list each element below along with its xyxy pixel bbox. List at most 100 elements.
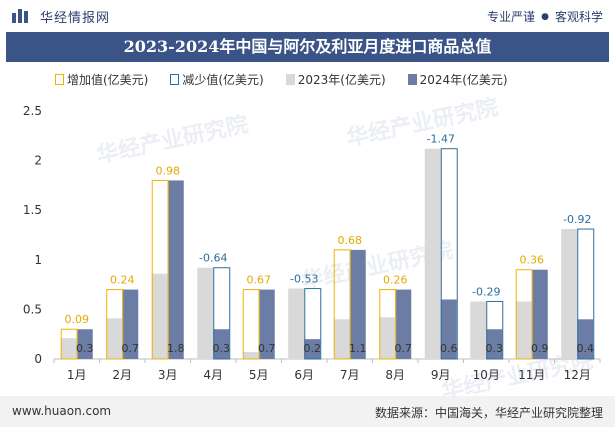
legend-swatch-2024: [407, 74, 417, 85]
decrease-outline: [486, 300, 504, 360]
legend-label-decrease: 减少值(亿美元): [182, 73, 264, 87]
x-tick-label: 9月: [431, 368, 451, 382]
legend-item-2024: 2024年(亿美元): [407, 71, 508, 88]
footer-url[interactable]: www.huaon.com: [12, 404, 112, 418]
bar-2024: [213, 329, 230, 359]
legend: 增加值(亿美元) 减少值(亿美元) 2023年(亿美元) 2024年(亿美元): [55, 71, 530, 88]
legend-label-2024: 2024年(亿美元): [419, 73, 508, 87]
x-tick-label: 10月: [473, 368, 500, 382]
y-tick-label: 1.5: [23, 203, 42, 217]
x-tick-label: 12月: [564, 368, 591, 382]
change-label: 0.68: [338, 234, 363, 247]
decrease-outline: [440, 148, 458, 360]
legend-label-increase: 增加值(亿美元): [67, 73, 149, 87]
brand: 华经情报网: [12, 7, 111, 26]
decrease-outline: [304, 288, 322, 360]
bar-2024: [258, 289, 275, 359]
bar-2023: [288, 288, 305, 359]
bar-2023: [561, 229, 578, 359]
increase-outline: [333, 249, 351, 360]
data-label-2024: 0.6: [440, 342, 458, 355]
y-tick-label: 2: [34, 154, 42, 168]
bar-2024: [577, 319, 594, 359]
y-tick-label: 2.5: [23, 104, 42, 118]
bar-2023: [424, 148, 441, 359]
legend-swatch-decrease: [170, 74, 180, 85]
y-tick-label: 0.5: [23, 302, 42, 316]
bar-2024: [167, 180, 184, 359]
legend-label-2023: 2023年(亿美元): [297, 73, 386, 87]
bar-2023: [470, 301, 487, 359]
data-label-2024: 1.8: [167, 342, 185, 355]
bar-2023: [515, 301, 532, 359]
legend-item-increase: 增加值(亿美元): [55, 71, 148, 88]
brand-logo-icon: [12, 9, 28, 23]
increase-outline: [106, 289, 124, 360]
legend-swatch-2023: [285, 74, 295, 85]
bar-2023: [333, 319, 350, 359]
change-label: -0.29: [472, 285, 500, 298]
data-label-2024: 1.1: [349, 342, 367, 355]
change-label: -1.47: [427, 133, 455, 146]
data-label-2024: 0.2: [304, 342, 322, 355]
bar-2024: [440, 299, 457, 359]
data-label-2024: 0.3: [486, 342, 504, 355]
chart-title: 2023-2024年中国与阿尔及利亚月度进口商品总值: [6, 32, 609, 62]
data-label-2024: 0.3: [213, 342, 231, 355]
bar-2024: [76, 329, 93, 359]
change-label: 0.67: [247, 274, 272, 287]
data-label-2024: 0.7: [258, 342, 276, 355]
data-label-2024: 0.7: [395, 342, 413, 355]
change-label: -0.53: [290, 273, 318, 286]
x-tick-label: 6月: [294, 368, 314, 382]
data-label-2024: 0.9: [531, 342, 549, 355]
bar-2024: [531, 269, 548, 359]
x-tick-label: 8月: [385, 368, 405, 382]
bar-2024: [395, 289, 412, 359]
data-label-2024: 0.3: [76, 342, 94, 355]
change-label: -0.64: [199, 252, 227, 265]
x-tick-label: 2月: [112, 368, 132, 382]
data-label-2024: 0.4: [577, 342, 595, 355]
bar-2023: [60, 338, 77, 359]
bar-2024: [486, 329, 503, 359]
increase-outline: [242, 289, 260, 360]
x-tick-label: 3月: [158, 368, 178, 382]
bar-2024: [349, 249, 366, 359]
x-tick-label: 4月: [203, 368, 223, 382]
decrease-outline: [577, 228, 595, 360]
change-label: 0.09: [65, 313, 90, 326]
bar-2023: [106, 318, 123, 359]
legend-item-2023: 2023年(亿美元): [285, 71, 386, 88]
x-tick-label: 1月: [67, 368, 87, 382]
decrease-outline: [213, 267, 231, 360]
slogan-right: 客观科学: [554, 10, 603, 24]
x-tick-label: 5月: [249, 368, 269, 382]
bar-2023: [379, 317, 396, 359]
bar-2023: [197, 267, 214, 359]
footer-source: 数据来源：中国海关，华经产业研究院整理: [374, 406, 603, 420]
chart-area: 0 0.5 1 1.5 2 2.5 0.09 0.3 1月 0.24 0.7 2月 0.98 1.8 3月 -…: [23, 104, 601, 382]
x-tick-label: 7月: [340, 368, 360, 382]
increase-outline: [379, 289, 397, 360]
data-label-2024: 0.7: [122, 342, 140, 355]
slogan-left: 专业严谨: [487, 10, 536, 24]
bar-2024: [122, 289, 139, 359]
change-label: 0.36: [520, 254, 545, 267]
y-tick-label: 1: [34, 253, 42, 267]
y-tick-label: 0: [34, 352, 42, 366]
footer: www.huaon.com 数据来源：中国海关，华经产业研究院整理: [0, 396, 615, 427]
top-bar: 华经情报网 专业严谨 ● 客观科学: [0, 0, 615, 32]
bar-2024: [304, 339, 321, 359]
bar-2023: [151, 273, 168, 359]
change-label: -0.92: [563, 213, 591, 226]
brand-name: 华经情报网: [40, 10, 111, 26]
legend-item-decrease: 减少值(亿美元): [170, 71, 264, 88]
increase-outline: [151, 179, 169, 360]
slogan: 专业严谨 ● 客观科学: [487, 8, 603, 25]
bar-2023: [242, 352, 259, 359]
change-label: 0.26: [383, 274, 408, 287]
x-tick-label: 11月: [518, 368, 545, 382]
change-label: 0.24: [110, 274, 135, 287]
increase-outline: [60, 328, 78, 360]
